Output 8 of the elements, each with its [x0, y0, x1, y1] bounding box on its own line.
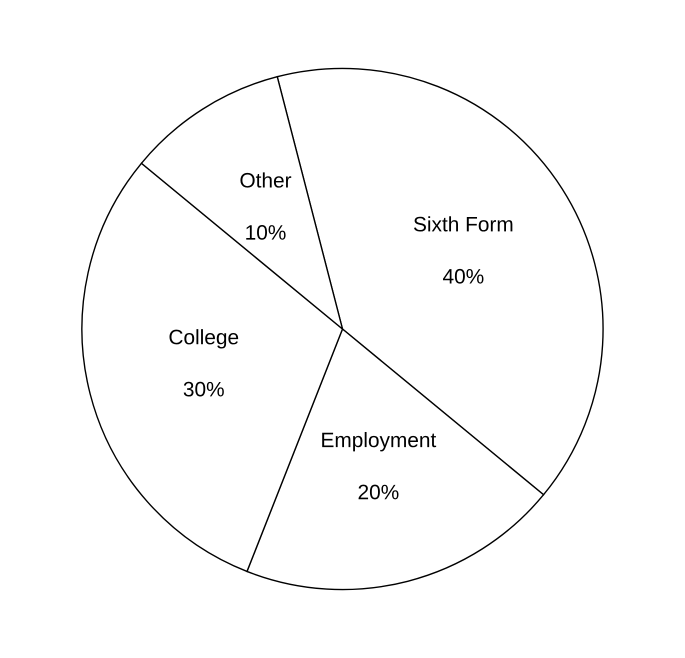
data-label: 10% [246, 225, 286, 240]
slice-label: Other [240, 172, 292, 188]
slice-label: College [169, 329, 238, 349]
data-label: 20% [358, 484, 398, 500]
slice-label: Sixth Form [414, 216, 512, 232]
data-label: 40% [443, 268, 484, 284]
slice-label: Employment [322, 432, 436, 452]
data-label: 30% [184, 382, 224, 397]
